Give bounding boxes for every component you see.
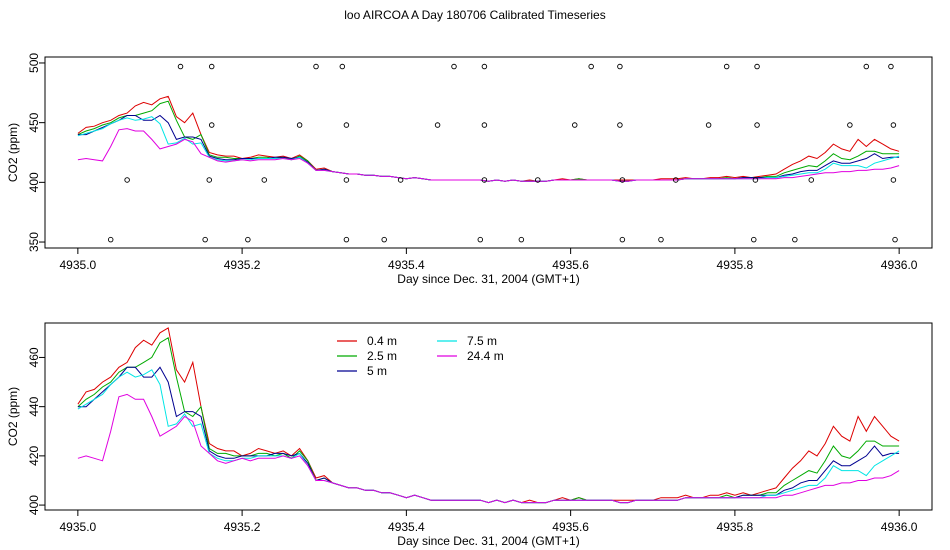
calibration-point (208, 63, 215, 70)
calibration-point (177, 63, 184, 70)
calibration-point (751, 236, 757, 243)
calibration-point (890, 122, 897, 128)
calibration-point (124, 177, 130, 183)
y-tick-label: 460 (27, 347, 41, 367)
calibration-point (477, 236, 484, 243)
calibration-point (705, 122, 712, 128)
calibration-point (245, 236, 251, 243)
calibration-point (847, 122, 853, 128)
y-tick-label: 420 (27, 446, 41, 466)
series-line (77, 95, 900, 182)
calibration-point (808, 177, 815, 183)
series-line (77, 114, 900, 182)
calibration-point (535, 177, 541, 183)
x-tick-label: 4935.8 (717, 258, 754, 272)
calibration-point (343, 177, 350, 183)
y-tick-label: 350 (27, 232, 41, 252)
legend-item: 24.4 m (437, 349, 504, 363)
y-axis-label: CO2 (ppm) (6, 387, 20, 446)
calibration-point (792, 236, 798, 243)
x-tick-label: 4935.6 (552, 520, 589, 534)
x-tick-label: 4935.6 (552, 258, 589, 272)
calibration-point (754, 122, 760, 128)
calibration-point (588, 63, 594, 70)
x-tick-label: 4935.2 (224, 258, 261, 272)
calibration-point (723, 63, 730, 70)
y-tick-label: 440 (27, 396, 41, 416)
calibration-point (481, 63, 488, 70)
calibration-point (617, 122, 623, 128)
series-line (77, 100, 900, 182)
x-tick-label: 4936.0 (881, 520, 918, 534)
calibration-point (481, 177, 488, 183)
legend-item: 5 m (337, 364, 387, 378)
y-tick-label: 500 (27, 53, 41, 73)
legend-label: 2.5 m (367, 349, 397, 363)
legend-label: 5 m (367, 364, 387, 378)
x-tick-label: 4935.0 (60, 258, 97, 272)
calibration-point (343, 236, 350, 243)
calibration-point (296, 122, 303, 128)
series-group (77, 327, 900, 504)
series-line (77, 128, 900, 182)
calibration-point (754, 63, 760, 70)
calibration-point (261, 177, 268, 183)
series-line (77, 366, 900, 504)
calibration-point (571, 122, 578, 128)
x-tick-label: 4935.4 (388, 520, 425, 534)
x-tick-label: 4935.0 (60, 520, 97, 534)
calibration-point (313, 63, 319, 70)
calibration-point (206, 177, 213, 183)
calibration-point (752, 177, 759, 183)
calibration-point (890, 177, 897, 183)
calibration-point (619, 236, 626, 243)
legend-item: 2.5 m (337, 349, 397, 363)
legend-label: 7.5 m (467, 334, 497, 348)
calibration-point (397, 177, 404, 183)
x-tick-label: 4935.2 (224, 520, 261, 534)
legend-item: 0.4 m (337, 334, 397, 348)
calibration-point (658, 236, 664, 243)
calibration-point (518, 236, 525, 243)
calibration-point (339, 63, 346, 70)
x-tick-label: 4935.4 (388, 258, 425, 272)
y-axis-label: CO2 (ppm) (6, 123, 20, 182)
series-line (77, 369, 900, 504)
calibration-point (107, 236, 114, 243)
plot-frame (44, 56, 933, 249)
calibration-point (617, 63, 623, 70)
calibration-point (481, 122, 488, 128)
calibration-point (434, 122, 441, 128)
calibration-point (208, 122, 215, 128)
calibration-point (381, 236, 387, 243)
calibration-point (888, 63, 894, 70)
calibration-point (343, 122, 350, 128)
x-axis-label: Day since Dec. 31, 2004 (GMT+1) (397, 272, 579, 286)
legend-label: 24.4 m (467, 349, 504, 363)
x-tick-label: 4936.0 (881, 258, 918, 272)
calibration-point (451, 63, 457, 70)
calibration-point (202, 236, 208, 243)
calibration-point (863, 63, 870, 70)
calibration-point (892, 236, 898, 243)
calibration-point (619, 177, 626, 183)
x-tick-label: 4935.8 (717, 520, 754, 534)
legend-label: 0.4 m (367, 334, 397, 348)
y-tick-label: 450 (27, 112, 41, 132)
chart-title: loo AIRCOA A Day 180706 Calibrated Times… (344, 8, 606, 22)
calibration-point (673, 177, 679, 183)
y-tick-label: 400 (27, 172, 41, 192)
panel-bottom: 4935.0 4935.2 4935.4 4935.6 4935.8 4936.0 400 4… (6, 322, 933, 548)
panel-top: 4935.0 4935.2 4935.4 4935.6 4935.8 4936.0 350 4… (6, 53, 933, 286)
legend-item: 7.5 m (437, 334, 497, 348)
series-line (77, 393, 900, 504)
x-axis-label: Day since Dec. 31, 2004 (GMT+1) (397, 534, 579, 548)
legend: 0.4 m2.5 m5 m 7.5 m24.4 m (337, 334, 504, 378)
y-tick-label: 400 (27, 495, 41, 515)
series-group (77, 95, 900, 182)
series-line (77, 116, 900, 182)
plot-frame (44, 322, 933, 511)
